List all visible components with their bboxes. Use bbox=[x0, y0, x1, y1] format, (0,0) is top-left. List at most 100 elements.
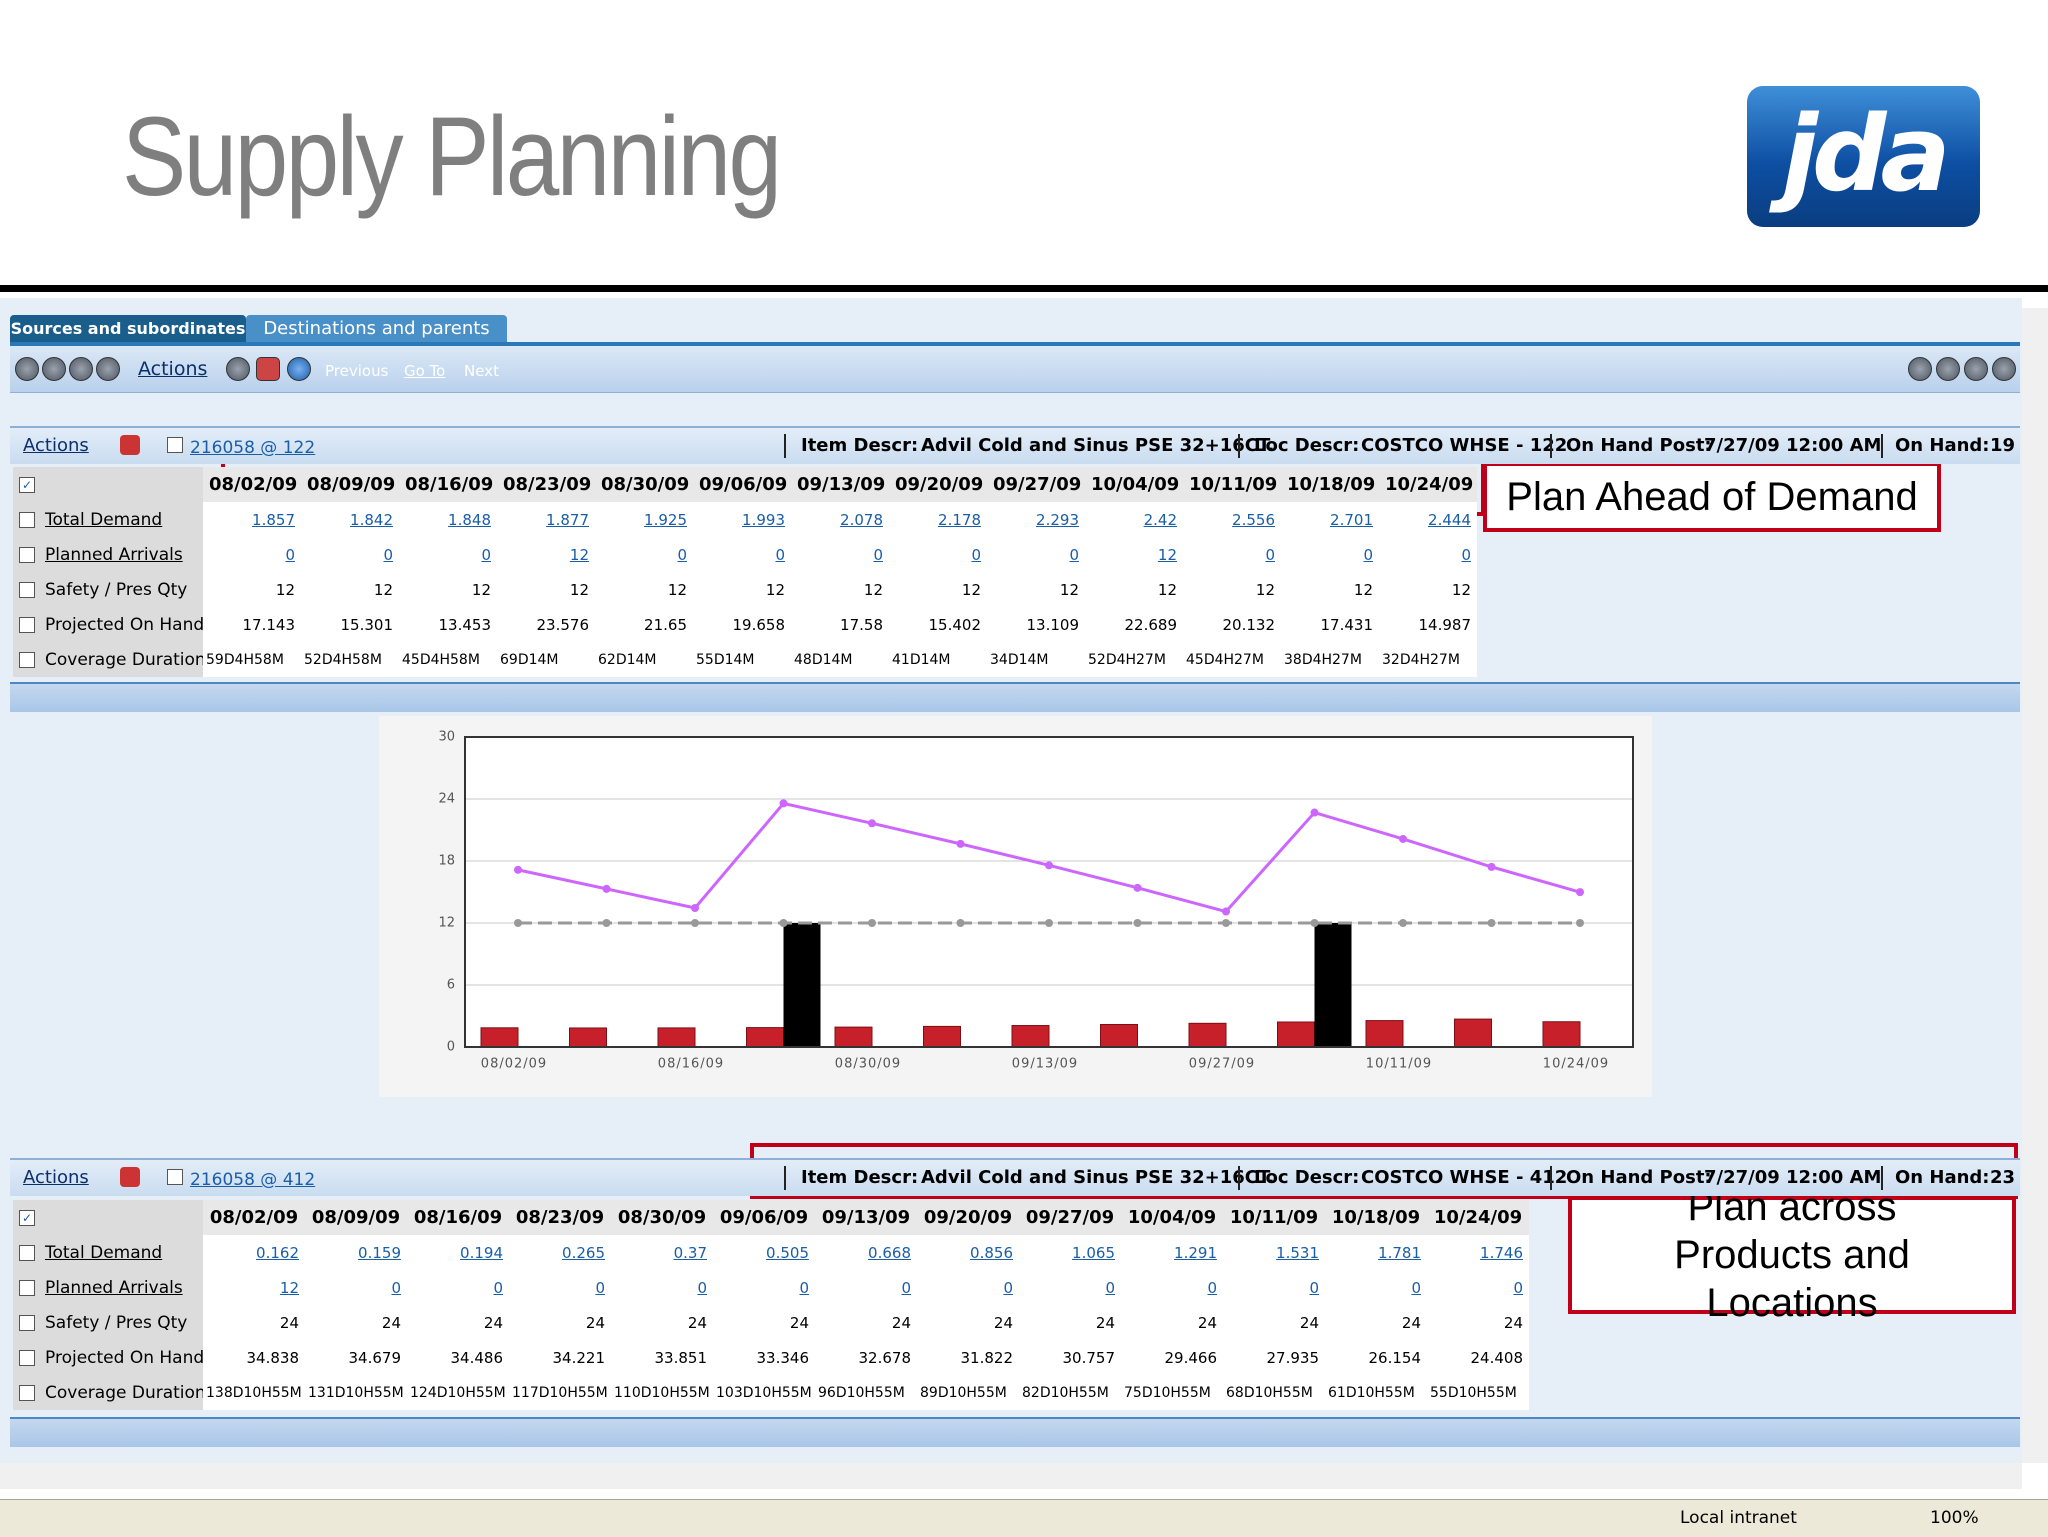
value[interactable]: 0 bbox=[799, 1278, 809, 1297]
tool-icon[interactable] bbox=[120, 435, 140, 455]
value[interactable]: 0 bbox=[1105, 1278, 1115, 1297]
value[interactable]: 0.668 bbox=[868, 1243, 911, 1262]
value[interactable]: 0.162 bbox=[256, 1243, 299, 1262]
value[interactable]: 0 bbox=[383, 545, 393, 564]
value[interactable]: 0 bbox=[1003, 1278, 1013, 1297]
value[interactable]: 1.531 bbox=[1276, 1243, 1319, 1262]
checkbox[interactable] bbox=[19, 1279, 35, 1296]
value[interactable]: 0 bbox=[1069, 545, 1079, 564]
value: 12 bbox=[765, 580, 785, 599]
checkbox[interactable] bbox=[19, 616, 35, 633]
value[interactable]: 0 bbox=[493, 1278, 503, 1297]
goto-link[interactable]: Go To bbox=[404, 362, 446, 380]
horizontal-scrollbar[interactable] bbox=[0, 1463, 2022, 1489]
value[interactable]: 1.925 bbox=[644, 510, 687, 529]
nav-button[interactable] bbox=[1964, 357, 1988, 381]
nav-button[interactable] bbox=[1992, 357, 2016, 381]
value[interactable]: 0 bbox=[285, 545, 295, 564]
value[interactable]: 2.078 bbox=[840, 510, 883, 529]
value[interactable]: 0 bbox=[1363, 545, 1373, 564]
tool-button[interactable] bbox=[226, 357, 250, 381]
vertical-scrollbar[interactable] bbox=[2022, 308, 2048, 1463]
value[interactable]: 2.701 bbox=[1330, 510, 1373, 529]
value[interactable]: 0.159 bbox=[358, 1243, 401, 1262]
value[interactable]: 12 bbox=[1157, 545, 1177, 564]
value[interactable]: 0 bbox=[775, 545, 785, 564]
value[interactable]: 0 bbox=[481, 545, 491, 564]
nav-button[interactable] bbox=[15, 357, 39, 381]
value[interactable]: 0 bbox=[1461, 545, 1471, 564]
next-link[interactable]: Next bbox=[464, 362, 499, 380]
row-label[interactable]: Total Demand bbox=[45, 509, 163, 530]
nav-button[interactable] bbox=[1936, 357, 1960, 381]
value[interactable]: 1.877 bbox=[546, 510, 589, 529]
nav-button[interactable] bbox=[69, 357, 93, 381]
value[interactable]: 0 bbox=[1207, 1278, 1217, 1297]
value[interactable]: 1.065 bbox=[1072, 1243, 1115, 1262]
value[interactable]: 12 bbox=[569, 545, 589, 564]
value[interactable]: 1.781 bbox=[1378, 1243, 1421, 1262]
actions-menu[interactable]: Actions bbox=[23, 1167, 89, 1188]
row-label[interactable]: Total Demand bbox=[45, 1242, 163, 1263]
checkbox[interactable]: ✓ bbox=[19, 1209, 35, 1226]
value[interactable]: 0 bbox=[971, 545, 981, 564]
value[interactable]: 0.194 bbox=[460, 1243, 503, 1262]
nav-button[interactable] bbox=[42, 357, 66, 381]
value[interactable]: 1.857 bbox=[252, 510, 295, 529]
item-link[interactable]: 216058 @ 412 bbox=[190, 1170, 316, 1190]
value[interactable]: 2.293 bbox=[1036, 510, 1079, 529]
checkbox[interactable] bbox=[19, 511, 35, 528]
checkbox[interactable] bbox=[167, 1169, 183, 1185]
previous-link[interactable]: Previous bbox=[325, 362, 389, 380]
value[interactable]: 0 bbox=[1411, 1278, 1421, 1297]
date-header: 08/02/09 bbox=[203, 1200, 305, 1235]
actions-menu[interactable]: Actions bbox=[23, 435, 89, 456]
value[interactable]: 0 bbox=[901, 1278, 911, 1297]
value[interactable]: 0 bbox=[595, 1278, 605, 1297]
value[interactable]: 0 bbox=[1513, 1278, 1523, 1297]
nav-button[interactable] bbox=[96, 357, 120, 381]
value[interactable]: 1.746 bbox=[1480, 1243, 1523, 1262]
value[interactable]: 0.265 bbox=[562, 1243, 605, 1262]
value[interactable]: 1.993 bbox=[742, 510, 785, 529]
value[interactable]: 1.842 bbox=[350, 510, 393, 529]
value[interactable]: 0 bbox=[677, 545, 687, 564]
checkbox[interactable] bbox=[19, 1314, 35, 1331]
checkbox[interactable] bbox=[19, 1244, 35, 1261]
checkbox[interactable] bbox=[19, 546, 35, 563]
checkbox[interactable] bbox=[19, 1384, 35, 1401]
row-label[interactable]: Planned Arrivals bbox=[45, 544, 183, 565]
value[interactable]: 0 bbox=[697, 1278, 707, 1297]
value[interactable]: 1.848 bbox=[448, 510, 491, 529]
checkbox[interactable] bbox=[19, 581, 35, 598]
checkbox[interactable] bbox=[167, 437, 183, 453]
value[interactable]: 0.37 bbox=[673, 1243, 707, 1262]
value[interactable]: 2.556 bbox=[1232, 510, 1275, 529]
value[interactable]: 2.444 bbox=[1428, 510, 1471, 529]
checkbox[interactable]: ✓ bbox=[19, 476, 35, 493]
zoom[interactable]: 100% bbox=[1930, 1508, 1979, 1528]
value[interactable]: 0.856 bbox=[970, 1243, 1013, 1262]
value[interactable]: 0 bbox=[1309, 1278, 1319, 1297]
checkbox[interactable] bbox=[19, 651, 35, 668]
row-label[interactable]: Planned Arrivals bbox=[45, 1277, 183, 1298]
nav-button[interactable] bbox=[1908, 357, 1932, 381]
value[interactable]: 2.178 bbox=[938, 510, 981, 529]
tool-button[interactable] bbox=[256, 357, 280, 381]
value[interactable]: 12 bbox=[279, 1278, 299, 1297]
tool-icon[interactable] bbox=[120, 1167, 140, 1187]
value[interactable]: 0 bbox=[391, 1278, 401, 1297]
value[interactable]: 1.291 bbox=[1174, 1243, 1217, 1262]
item-link[interactable]: 216058 @ 122 bbox=[190, 438, 316, 458]
value-cell: 0.505 bbox=[713, 1235, 815, 1270]
help-button[interactable] bbox=[287, 357, 311, 381]
value[interactable]: 0.505 bbox=[766, 1243, 809, 1262]
tab[interactable]: Sources and subordinates bbox=[10, 315, 246, 343]
actions-menu[interactable]: Actions bbox=[138, 358, 208, 380]
value[interactable]: 0 bbox=[1265, 545, 1275, 564]
value[interactable]: 0 bbox=[873, 545, 883, 564]
value[interactable]: 2.42 bbox=[1143, 510, 1177, 529]
tab[interactable]: Destinations and parents bbox=[246, 315, 507, 343]
value-cell: 2.42 bbox=[1085, 502, 1183, 537]
checkbox[interactable] bbox=[19, 1349, 35, 1366]
